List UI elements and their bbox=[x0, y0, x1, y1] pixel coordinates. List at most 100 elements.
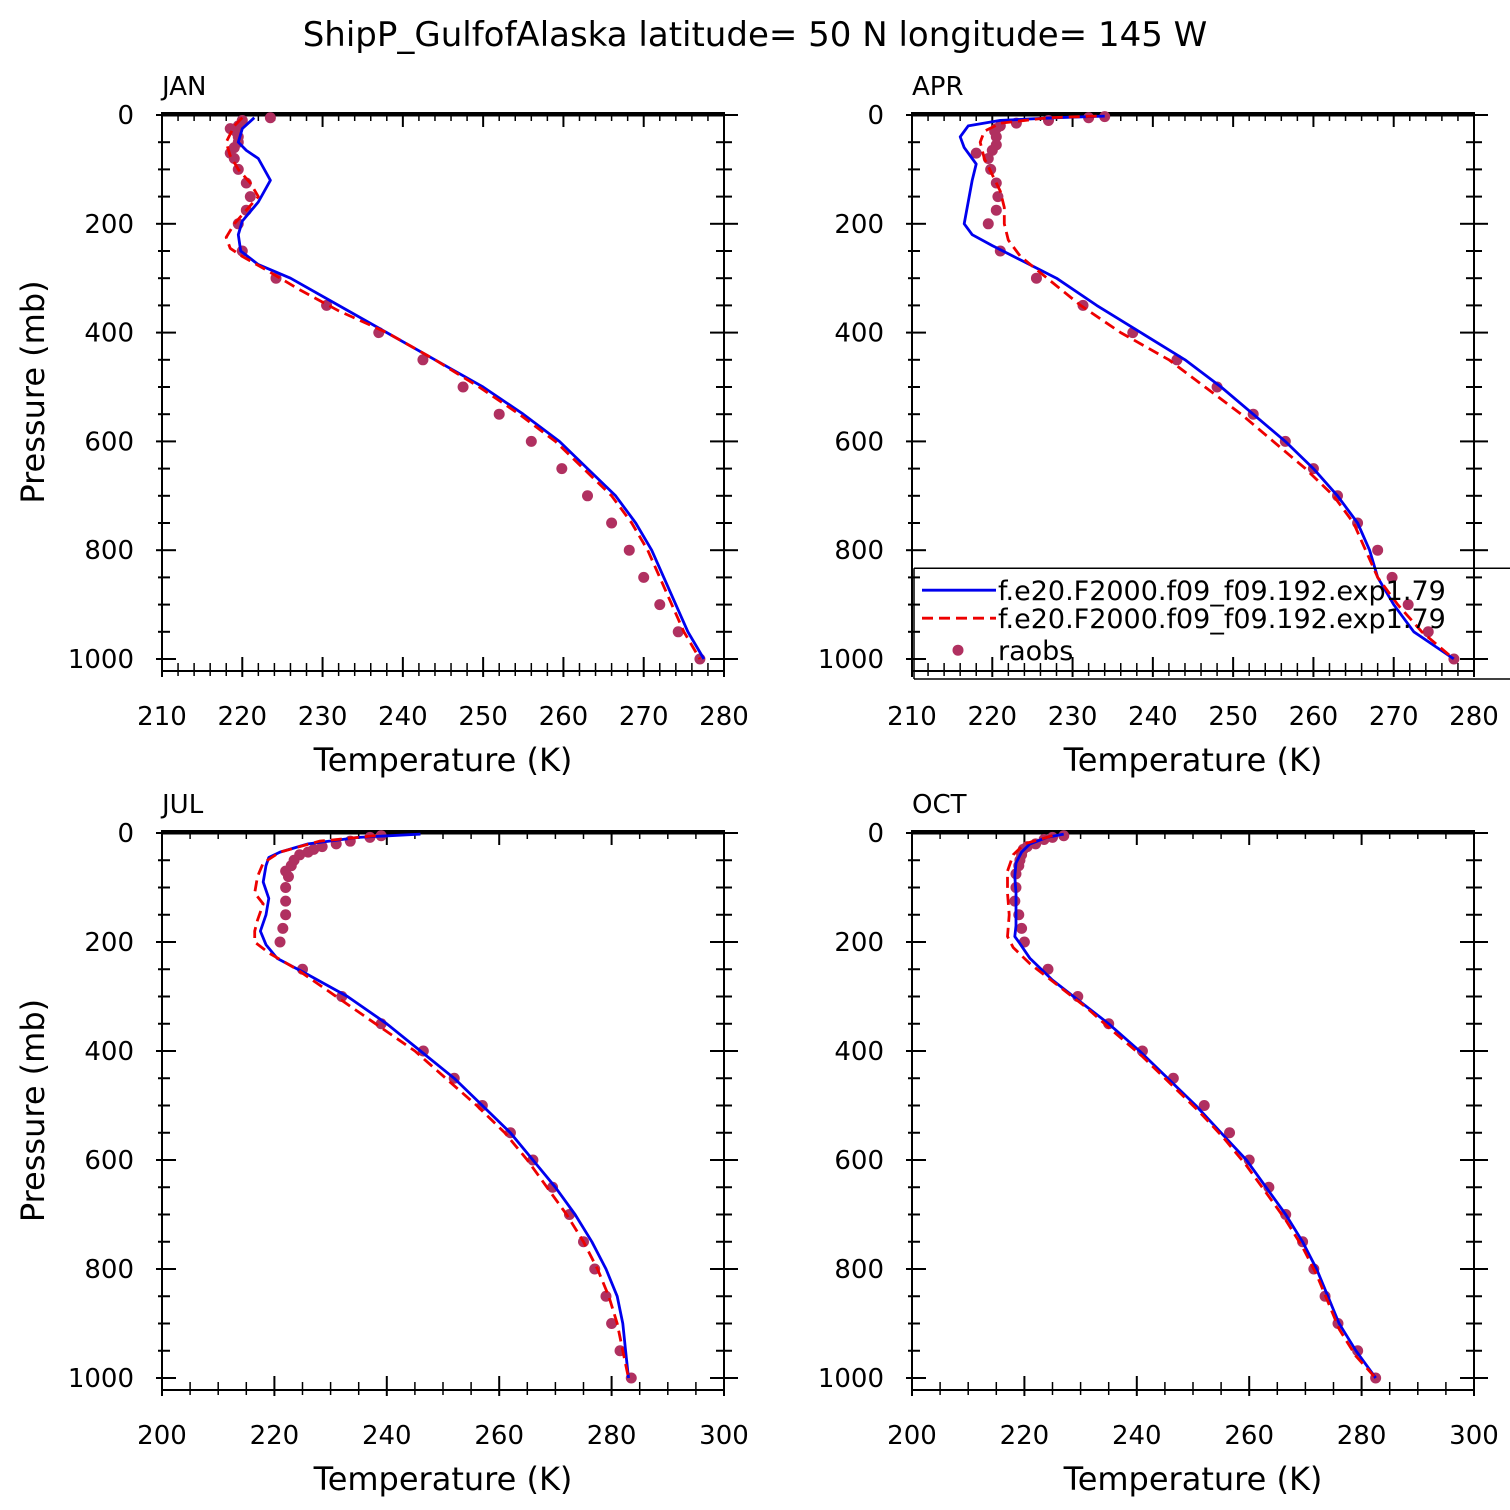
x-tick-label: 240 bbox=[1112, 1421, 1162, 1451]
raobs-point bbox=[1402, 599, 1414, 611]
x-tick-label: 210 bbox=[887, 702, 937, 732]
series-line-solid bbox=[1013, 832, 1377, 1379]
y-tick-label: 1000 bbox=[68, 1364, 134, 1394]
x-tick-label: 300 bbox=[1449, 1421, 1499, 1451]
series-line-dashed bbox=[224, 116, 702, 660]
series-line-solid bbox=[259, 832, 630, 1379]
raobs-point bbox=[970, 147, 982, 159]
legend: f.e20.F2000.f09_f09.192.exp1.79f.e20.F20… bbox=[913, 567, 1510, 680]
x-tick-label: 280 bbox=[699, 702, 749, 732]
series-line-solid bbox=[236, 116, 706, 660]
raobs-point bbox=[582, 490, 594, 502]
raobs-point bbox=[1136, 1045, 1148, 1057]
legend-label: raobs bbox=[998, 636, 1073, 667]
y-tick-label: 0 bbox=[867, 819, 884, 849]
raobs-point bbox=[525, 435, 537, 447]
x-tick-label: 260 bbox=[1224, 1421, 1274, 1451]
raobs-point bbox=[302, 846, 314, 858]
raobs-point bbox=[1211, 381, 1223, 393]
raobs-point bbox=[493, 408, 505, 420]
legend-marker-raobs bbox=[952, 644, 964, 656]
panel-apr: APR 210 220 230 240 250 260 270 280 0 200 400 600 800… bbox=[818, 72, 1510, 779]
panel-label: OCT bbox=[912, 790, 967, 820]
series-line-solid bbox=[958, 114, 1455, 661]
raobs-point bbox=[606, 1318, 618, 1329]
y-tick-label: 400 bbox=[834, 1037, 884, 1067]
x-tick-label: 300 bbox=[699, 1421, 749, 1451]
y-tick-label: 600 bbox=[834, 1146, 884, 1176]
raobs-point bbox=[264, 112, 276, 124]
y-tick-label: 0 bbox=[117, 101, 134, 131]
raobs-point bbox=[1243, 1154, 1255, 1166]
y-tick-label: 1000 bbox=[68, 645, 134, 675]
x-axis-title: Temperature (K) bbox=[313, 741, 573, 779]
x-tick-label: 220 bbox=[967, 702, 1017, 732]
raobs-point bbox=[1224, 1127, 1236, 1139]
y-tick-label: 600 bbox=[84, 427, 134, 457]
plot-frame bbox=[911, 112, 1475, 672]
y-tick-label: 1000 bbox=[818, 1364, 884, 1394]
series-line-dashed bbox=[253, 834, 630, 1379]
plot-frame bbox=[161, 112, 725, 672]
x-tick-label: 250 bbox=[458, 702, 508, 732]
raobs-point bbox=[990, 131, 1002, 143]
y-tick-label: 1000 bbox=[818, 645, 884, 675]
y-tick-label: 400 bbox=[834, 319, 884, 349]
x-tick-label: 270 bbox=[619, 702, 669, 732]
y-axis-title: Pressure (mb) bbox=[14, 999, 52, 1222]
plot-frame bbox=[161, 830, 725, 1391]
raobs-point bbox=[1386, 571, 1398, 583]
raobs-point bbox=[990, 204, 1002, 216]
y-tick-label: 400 bbox=[84, 319, 134, 349]
raobs-point bbox=[992, 191, 1004, 203]
x-tick-label: 220 bbox=[1000, 1421, 1050, 1451]
x-tick-label: 230 bbox=[298, 702, 348, 732]
panel-label: JAN bbox=[160, 72, 206, 102]
x-axis-title: Temperature (K) bbox=[1063, 1460, 1323, 1498]
x-tick-label: 240 bbox=[378, 702, 428, 732]
x-tick-label: 260 bbox=[539, 702, 589, 732]
y-tick-label: 200 bbox=[84, 928, 134, 958]
x-tick-label: 220 bbox=[250, 1421, 300, 1451]
y-tick-label: 800 bbox=[84, 1255, 134, 1285]
raobs-point bbox=[556, 463, 568, 475]
series-line-dashed bbox=[1006, 834, 1377, 1379]
raobs-point bbox=[457, 381, 469, 393]
raobs-point bbox=[316, 841, 328, 853]
x-tick-label: 260 bbox=[1289, 702, 1339, 732]
panel-jul: JUL 200 220 240 260 280 300 0 200 400 600 800 1000 Te… bbox=[14, 790, 749, 1498]
raobs-point bbox=[282, 871, 294, 883]
panel-label: APR bbox=[912, 72, 964, 102]
raobs-point bbox=[982, 218, 994, 230]
raobs-point bbox=[280, 909, 292, 921]
panel-label: JUL bbox=[160, 790, 204, 820]
raobs-point bbox=[417, 354, 429, 366]
raobs-point bbox=[1263, 1181, 1275, 1193]
y-tick-label: 200 bbox=[834, 928, 884, 958]
y-tick-label: 800 bbox=[834, 1255, 884, 1285]
raobs-point bbox=[986, 144, 998, 156]
raobs-point bbox=[244, 191, 256, 203]
x-tick-label: 250 bbox=[1208, 702, 1258, 732]
raobs-point bbox=[277, 922, 289, 934]
y-tick-label: 400 bbox=[84, 1037, 134, 1067]
x-tick-label: 200 bbox=[137, 1421, 187, 1451]
y-axis-title: Pressure (mb) bbox=[14, 280, 52, 503]
raobs-point bbox=[623, 544, 635, 556]
raobs-point bbox=[1372, 544, 1384, 556]
legend-label: f.e20.F2000.f09_f09.192.exp1.79 bbox=[998, 576, 1446, 607]
y-tick-label: 0 bbox=[117, 819, 134, 849]
raobs-point bbox=[274, 936, 286, 948]
panel-jan: JAN 210 220 230 240 250 260 270 280 0 200 400 600 800… bbox=[14, 72, 749, 779]
panels: JAN 210 220 230 240 250 260 270 280 0 200 400 600 800… bbox=[14, 72, 1510, 1498]
y-tick-label: 600 bbox=[84, 1146, 134, 1176]
raobs-point bbox=[1422, 626, 1434, 638]
x-tick-label: 210 bbox=[137, 702, 187, 732]
raobs-point bbox=[1030, 272, 1042, 284]
figure-title: ShipP_GulfofAlaska latitude= 50 N longit… bbox=[303, 15, 1208, 55]
plot-frame bbox=[911, 830, 1475, 1391]
y-tick-label: 0 bbox=[867, 101, 884, 131]
x-tick-label: 260 bbox=[474, 1421, 524, 1451]
raobs-point bbox=[672, 626, 684, 638]
